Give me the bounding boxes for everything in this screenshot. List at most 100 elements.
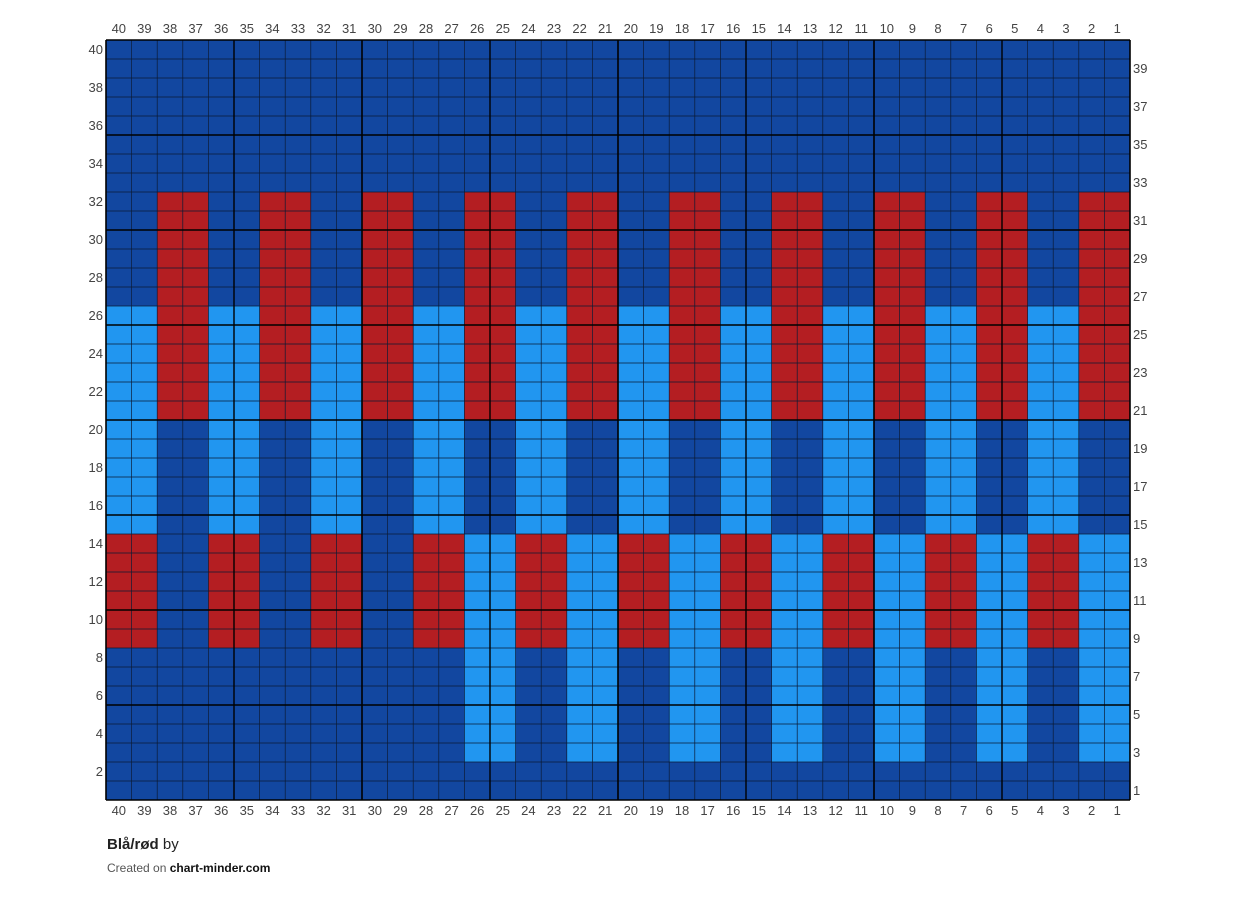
stitch-cell — [643, 515, 670, 534]
stitch-cell — [618, 59, 644, 78]
stitch-cell — [746, 249, 772, 268]
stitch-cell — [438, 287, 465, 306]
stitch-cell — [618, 572, 644, 591]
stitch-cell — [618, 420, 644, 439]
stitch-cell — [208, 230, 234, 249]
stitch-cell — [566, 382, 593, 401]
stitch-cell — [925, 724, 951, 743]
stitch-cell — [1053, 572, 1079, 591]
column-number: 25 — [496, 803, 510, 818]
stitch-cell — [413, 686, 439, 705]
stitch-cell — [106, 135, 132, 154]
stitch-cell — [182, 667, 209, 686]
stitch-cell — [515, 686, 542, 705]
stitch-cell — [259, 762, 286, 781]
site-link[interactable]: chart-minder.com — [169, 861, 271, 875]
stitch-cell — [285, 287, 311, 306]
stitch-cell — [1002, 344, 1028, 363]
stitch-cell — [234, 59, 260, 78]
stitch-cell — [822, 325, 849, 344]
stitch-cell — [362, 705, 388, 724]
stitch-cell — [1002, 496, 1028, 515]
stitch-cell — [797, 610, 823, 629]
stitch-cell — [438, 401, 465, 420]
stitch-cell — [643, 420, 670, 439]
stitch-cell — [592, 743, 618, 762]
stitch-cell — [464, 249, 490, 268]
stitch-cell — [797, 496, 823, 515]
stitch-cell — [694, 401, 721, 420]
column-number: 3 — [1062, 803, 1069, 818]
stitch-cell — [106, 420, 132, 439]
stitch-cell — [976, 249, 1002, 268]
stitch-cell — [259, 154, 286, 173]
stitch-cell — [848, 743, 874, 762]
row-number: 26 — [89, 308, 103, 323]
stitch-cell — [285, 515, 311, 534]
stitch-cell — [131, 572, 158, 591]
stitch-cell — [822, 781, 849, 800]
stitch-cell — [566, 211, 593, 230]
stitch-cell — [669, 344, 695, 363]
stitch-cell — [669, 439, 695, 458]
stitch-cell — [771, 781, 798, 800]
stitch-cell — [1027, 743, 1054, 762]
stitch-cell — [336, 591, 362, 610]
stitch-cell — [362, 496, 388, 515]
stitch-cell — [438, 572, 465, 591]
stitch-cell — [899, 724, 926, 743]
stitch-cell — [208, 496, 234, 515]
stitch-cell — [234, 439, 260, 458]
stitch-cell — [1078, 553, 1105, 572]
stitch-cell — [208, 325, 234, 344]
stitch-cell — [131, 686, 158, 705]
stitch-cell — [464, 515, 490, 534]
stitch-cell — [694, 173, 721, 192]
stitch-cell — [669, 306, 695, 325]
stitch-cell — [618, 135, 644, 154]
stitch-cell — [874, 553, 900, 572]
stitch-cell — [1053, 78, 1079, 97]
stitch-cell — [1002, 515, 1028, 534]
stitch-cell — [694, 116, 721, 135]
stitch-cell — [925, 344, 951, 363]
stitch-cell — [925, 610, 951, 629]
stitch-cell — [310, 610, 337, 629]
stitch-cell — [848, 610, 874, 629]
stitch-cell — [285, 686, 311, 705]
stitch-cell — [131, 515, 158, 534]
stitch-cell — [618, 306, 644, 325]
stitch-cell — [182, 705, 209, 724]
stitch-cell — [720, 477, 746, 496]
stitch-cell — [566, 59, 593, 78]
stitch-cell — [618, 686, 644, 705]
stitch-cell — [848, 572, 874, 591]
stitch-cell — [950, 211, 977, 230]
stitch-cell — [1104, 743, 1130, 762]
stitch-cell — [285, 724, 311, 743]
stitch-cell — [413, 515, 439, 534]
stitch-cell — [1078, 743, 1105, 762]
stitch-cell — [1078, 686, 1105, 705]
stitch-cell — [310, 629, 337, 648]
stitch-cell — [131, 287, 158, 306]
stitch-cell — [310, 686, 337, 705]
stitch-cell — [541, 439, 567, 458]
stitch-cell — [259, 363, 286, 382]
stitch-cell — [694, 762, 721, 781]
stitch-cell — [106, 667, 132, 686]
stitch-cell — [541, 591, 567, 610]
stitch-cell — [387, 306, 414, 325]
stitch-cell — [566, 648, 593, 667]
stitch-cell — [1027, 325, 1054, 344]
stitch-cell — [797, 173, 823, 192]
stitch-cell — [438, 230, 465, 249]
stitch-cell — [131, 610, 158, 629]
stitch-cell — [797, 97, 823, 116]
stitch-cell — [413, 78, 439, 97]
stitch-cell — [157, 192, 183, 211]
stitch-cell — [515, 249, 542, 268]
stitch-cell — [1027, 401, 1054, 420]
stitch-cell — [515, 78, 542, 97]
stitch-cell — [464, 287, 490, 306]
